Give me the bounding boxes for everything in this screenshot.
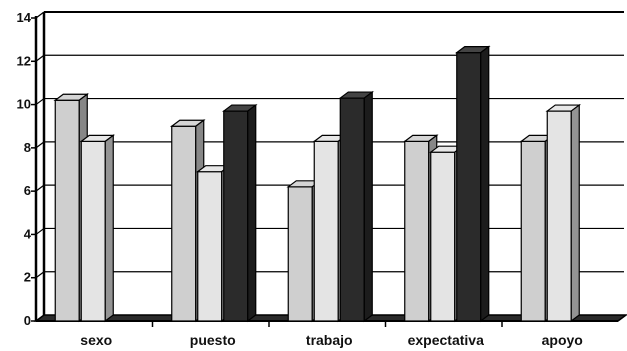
bar-side <box>363 90 373 323</box>
y-tick-label: 10 <box>17 97 31 112</box>
gridline-depth <box>35 184 45 192</box>
bar-front <box>80 140 106 322</box>
bar-front <box>546 110 572 322</box>
gridline-depth <box>35 271 45 279</box>
category-label: trabajo <box>306 332 353 348</box>
bar <box>338 90 375 323</box>
bar-front <box>430 151 456 322</box>
bar-front <box>197 171 223 322</box>
gridline-depth <box>35 54 45 62</box>
bar-side <box>570 103 580 323</box>
bar-front <box>404 140 430 322</box>
bar-side <box>247 103 257 323</box>
gridline-depth <box>35 98 45 106</box>
category-label: sexo <box>80 332 112 348</box>
y-tick-label: 2 <box>24 270 31 285</box>
bar <box>545 103 582 323</box>
y-axis-ticks: 0 2 4 6 8 10 12 14 <box>17 10 36 328</box>
y-tick-label: 12 <box>17 53 31 68</box>
category-label: apoyo <box>542 332 583 348</box>
bars <box>53 45 582 323</box>
bar-front <box>520 140 546 322</box>
gridline-depth <box>35 227 45 235</box>
bar-side <box>480 45 490 323</box>
category-label: expectativa <box>408 332 484 348</box>
y-tick-label: 6 <box>24 183 31 198</box>
bar-side <box>104 134 114 323</box>
bar <box>79 134 116 323</box>
bar-front <box>54 99 80 322</box>
bar-front <box>223 110 249 322</box>
x-axis-labels: sexo puesto trabajo expectativa apoyo <box>80 321 583 348</box>
bar-front <box>313 140 339 322</box>
gridline-depth <box>35 11 45 19</box>
bar <box>454 45 491 323</box>
bar <box>221 103 258 323</box>
bar-front <box>171 125 197 322</box>
y-tick-label: 8 <box>24 140 31 155</box>
category-label: puesto <box>190 332 236 348</box>
bar-front <box>287 186 313 322</box>
y-tick-label: 0 <box>24 313 31 328</box>
gridline-depth <box>35 141 45 149</box>
y-tick-label: 14 <box>17 10 32 25</box>
y-tick-label: 4 <box>24 226 32 241</box>
bar-front <box>456 52 482 322</box>
bar-front <box>339 97 365 322</box>
